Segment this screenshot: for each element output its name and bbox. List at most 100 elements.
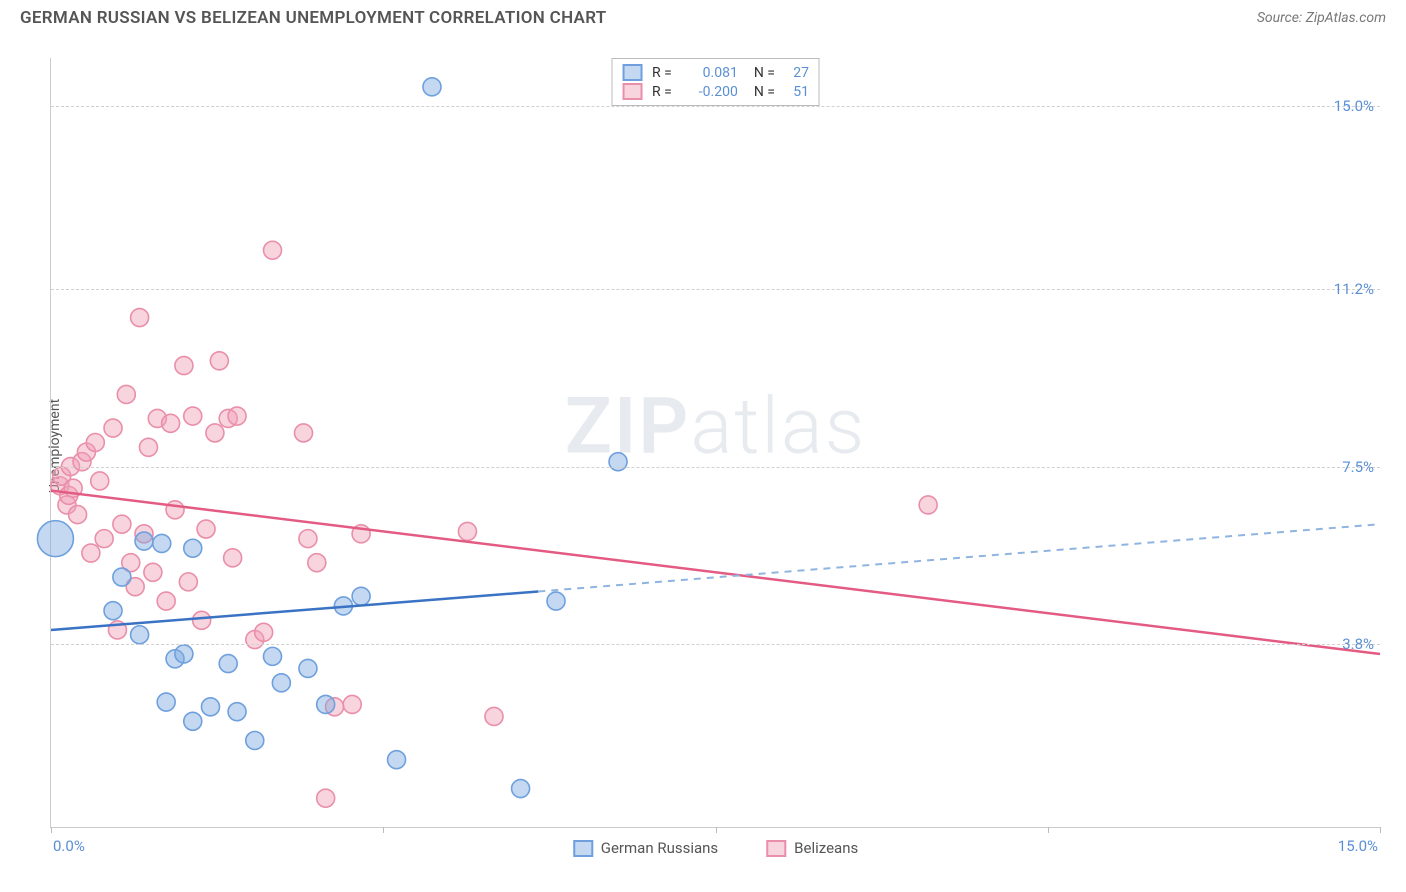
y-tick-label: 3.8% (1342, 635, 1374, 653)
legend-item-b: Belizeans (766, 839, 858, 857)
scatter-point-a (104, 602, 122, 620)
plot-area: ZIPatlas R = 0.081 N = 27 R = -0.200 N =… (50, 58, 1380, 828)
legend-r-label: R = (652, 84, 672, 100)
scatter-point-b (86, 434, 104, 452)
legend-label-a: German Russians (601, 839, 718, 857)
gridline (51, 644, 1380, 645)
scatter-point-b (104, 419, 122, 437)
scatter-point-b (117, 385, 135, 403)
swatch-series-b (766, 840, 786, 857)
trendline-a-solid (51, 591, 538, 629)
legend-n-value-b: 51 (785, 84, 809, 100)
scatter-point-b (69, 506, 87, 524)
scatter-point-b (255, 623, 273, 641)
scatter-point-a (272, 674, 290, 692)
legend-row-a: R = 0.081 N = 27 (622, 63, 809, 82)
scatter-point-b (919, 496, 937, 514)
legend-correlation: R = 0.081 N = 27 R = -0.200 N = 51 (611, 58, 820, 106)
legend-series: German Russians Belizeans (573, 839, 858, 857)
x-tick (1048, 827, 1049, 833)
scatter-point-b (95, 530, 113, 548)
scatter-point-b (175, 357, 193, 375)
x-tick (716, 827, 717, 833)
scatter-point-a (264, 647, 282, 665)
scatter-point-b (157, 592, 175, 610)
swatch-series-b (622, 83, 642, 100)
gridline (51, 289, 1380, 290)
legend-r-value-a: 0.081 (682, 65, 738, 81)
scatter-point-b (82, 544, 100, 562)
scatter-point-a (131, 626, 149, 644)
scatter-point-b (206, 424, 224, 442)
scatter-point-b (264, 241, 282, 259)
x-axis-start-label: 0.0% (53, 837, 85, 855)
scatter-point-b (113, 515, 131, 533)
x-tick (383, 827, 384, 833)
scatter-point-b (224, 549, 242, 567)
legend-n-label: N = (754, 84, 775, 100)
scatter-point-b (144, 563, 162, 581)
gridline (51, 467, 1380, 468)
y-tick-label: 7.5% (1342, 458, 1374, 476)
scatter-point-a (175, 645, 193, 663)
scatter-point-b (458, 522, 476, 540)
scatter-point-a (388, 751, 406, 769)
scatter-point-a (113, 568, 131, 586)
scatter-point-b (317, 789, 335, 807)
legend-item-a: German Russians (573, 839, 718, 857)
scatter-point-b (295, 424, 313, 442)
scatter-point-a (153, 534, 171, 552)
scatter-point-b (299, 530, 317, 548)
scatter-point-b (308, 554, 326, 572)
x-tick (1380, 827, 1381, 833)
scatter-point-b (166, 501, 184, 519)
scatter-point-b (184, 407, 202, 425)
scatter-point-a (184, 539, 202, 557)
scatter-point-a (37, 521, 73, 557)
scatter-point-a (157, 693, 175, 711)
scatter-point-a (219, 655, 237, 673)
scatter-point-a (609, 453, 627, 471)
y-tick-label: 11.2% (1334, 280, 1374, 298)
scatter-point-a (246, 731, 264, 749)
swatch-series-a (573, 840, 593, 857)
scatter-point-a (135, 532, 153, 550)
trendline-a-dashed (538, 524, 1380, 591)
y-tick-label: 15.0% (1334, 97, 1374, 115)
swatch-series-a (622, 64, 642, 81)
legend-n-value-a: 27 (785, 65, 809, 81)
scatter-point-a (512, 780, 530, 798)
scatter-point-b (131, 309, 149, 327)
gridline (51, 106, 1380, 107)
scatter-point-a (547, 592, 565, 610)
scatter-point-b (210, 352, 228, 370)
chart-header: GERMAN RUSSIAN VS BELIZEAN UNEMPLOYMENT … (0, 0, 1406, 32)
plot-svg (51, 58, 1380, 827)
scatter-point-b (228, 407, 246, 425)
scatter-point-b (179, 573, 197, 591)
chart-source: Source: ZipAtlas.com (1257, 10, 1386, 26)
x-tick (51, 827, 52, 833)
scatter-point-b (162, 414, 180, 432)
chart-title: GERMAN RUSSIAN VS BELIZEAN UNEMPLOYMENT … (20, 8, 607, 28)
scatter-point-b (139, 438, 157, 456)
trendline-b (51, 491, 1380, 654)
x-axis-end-label: 15.0% (1338, 837, 1378, 855)
scatter-point-a (228, 703, 246, 721)
legend-n-label: N = (754, 65, 775, 81)
scatter-point-a (352, 587, 370, 605)
legend-row-b: R = -0.200 N = 51 (622, 82, 809, 101)
scatter-point-a (317, 695, 335, 713)
scatter-point-a (299, 659, 317, 677)
scatter-point-b (197, 520, 215, 538)
scatter-point-a (201, 698, 219, 716)
scatter-point-b (91, 472, 109, 490)
scatter-point-b (485, 707, 503, 725)
legend-label-b: Belizeans (794, 839, 858, 857)
scatter-point-b (343, 695, 361, 713)
scatter-point-b (193, 611, 211, 629)
scatter-point-a (184, 712, 202, 730)
scatter-point-a (423, 78, 441, 96)
legend-r-value-b: -0.200 (682, 84, 738, 100)
legend-r-label: R = (652, 65, 672, 81)
